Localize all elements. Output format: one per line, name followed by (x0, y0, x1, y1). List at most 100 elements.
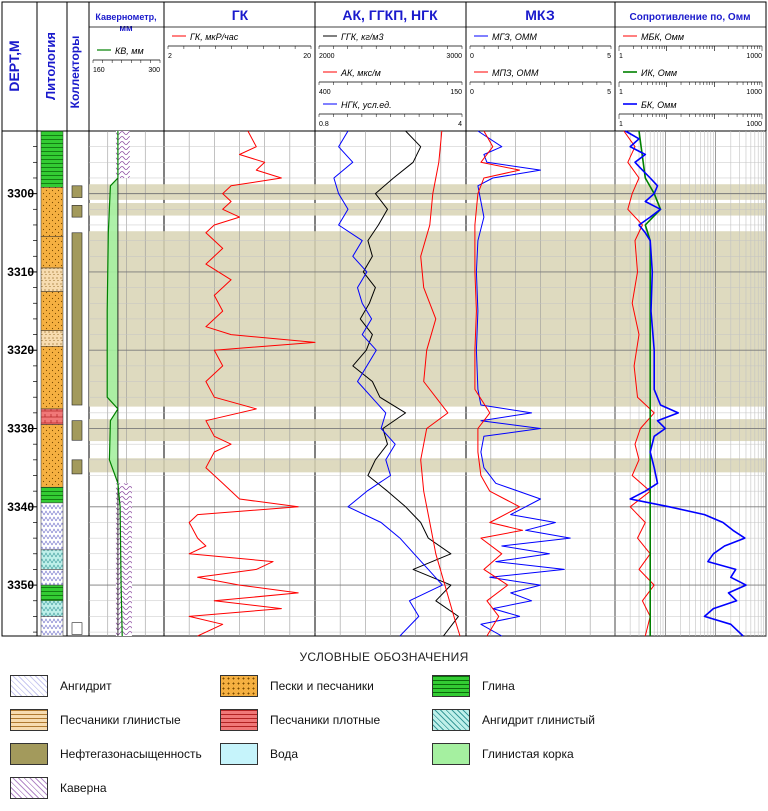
legend-item-oil: Нефтегазонасыщенность (10, 743, 202, 765)
curve-scale-min: 1 (619, 121, 623, 128)
legend-item-mudcake: Глинистая корка (432, 743, 574, 765)
curve-scale-max: 1000 (746, 121, 762, 128)
curve-header-label: МПЗ, ОММ (492, 68, 539, 78)
legend-swatch-oil (10, 743, 48, 765)
curve-header-label: ИК, Омм (641, 68, 677, 78)
depth-label: 3320 (7, 343, 34, 357)
legend-label: Каверна (60, 781, 107, 795)
series-mbk (623, 130, 655, 637)
track-headers: DEPT,M Литология Коллекторы Кавернометр,мм Г… (6, 7, 766, 128)
legend-swatch-anhydrite_clayey (432, 709, 470, 731)
collector-interval (71, 205, 83, 218)
legend-item-anhydrite_clayey: Ангидрит глинистый (432, 709, 595, 731)
curve-header-label: МБК, Омм (641, 32, 684, 42)
series-ggk (352, 130, 459, 637)
lith-layer-sand_clayey (40, 330, 64, 347)
curve-scale-min: 400 (319, 89, 331, 96)
lith-layer-sand_clayey (40, 267, 64, 292)
series-gk (188, 130, 316, 637)
curve-scale-min: 2 (168, 53, 172, 60)
curve-scale-min: 1 (619, 53, 623, 60)
lithology-track-title: Литология (43, 32, 58, 100)
lith-layer-anhydrite_clayey (40, 549, 64, 570)
curve-header-label: БК, Омм (641, 100, 677, 110)
depth-track-title: DEPT,M (6, 40, 22, 91)
resistivity-track-title: Сопротивление по, Омм (630, 12, 751, 23)
series-kv (106, 131, 123, 637)
legend-swatch-water (220, 743, 258, 765)
curve-scale-max: 1000 (746, 89, 762, 96)
legend-swatch-mudcake (432, 743, 470, 765)
series-ngk (333, 130, 443, 637)
curve-scale-min: 160 (93, 67, 105, 74)
lith-layer-anhydrite (40, 502, 64, 551)
legend-swatch-sand_dense (220, 709, 258, 731)
legend-label: Глина (482, 679, 515, 693)
legend-item-sand_dense: Песчаники плотные (220, 709, 380, 731)
legend-item-sand_clayey: Песчаники глинистые (10, 709, 181, 731)
curve-header-label: АК, мкс/м (340, 68, 381, 78)
collector-interval (71, 622, 83, 635)
legend-swatch-sand (220, 675, 258, 697)
ak-track-title: АК, ГГКП, НГК (342, 7, 438, 23)
collector-track-title: Коллекторы (68, 36, 82, 109)
legend-item-cavern: Каверна (10, 777, 107, 799)
oil-band (89, 419, 766, 442)
legend-label: Ангидрит (60, 679, 112, 693)
oil-band (89, 458, 766, 473)
lith-layer-sand (40, 346, 64, 410)
caliper-track-title: Кавернометр, (95, 12, 156, 22)
lith-layer-clay (40, 486, 64, 504)
lith-layer-clay (40, 130, 64, 188)
legend-label: Пески и песчаники (270, 679, 374, 693)
lith-layer-anhydrite (40, 569, 64, 586)
legend-label: Ангидрит глинистый (482, 713, 595, 727)
curve-scale-min: 2000 (319, 53, 335, 60)
legend-label: Нефтегазонасыщенность (60, 747, 202, 761)
curve-scale-min: 0 (470, 53, 474, 60)
collector-interval (71, 459, 83, 475)
collector-interval (71, 232, 83, 406)
legend-label: Вода (270, 747, 299, 761)
caliper-track-unit: мм (119, 23, 133, 33)
curve-scale-max: 20 (303, 53, 311, 60)
legend-item-water: Вода (220, 743, 298, 765)
series-ak (420, 130, 461, 637)
depth-label: 3350 (7, 578, 34, 592)
curve-scale-max: 5 (607, 89, 611, 96)
depth-label: 3340 (7, 500, 34, 514)
curve-scale-min: 0 (470, 89, 474, 96)
cavern-fill (115, 131, 130, 178)
depth-label: 3310 (7, 265, 34, 279)
legend-swatch-cavern (10, 777, 48, 799)
legend-swatch-sand_clayey (10, 709, 48, 731)
curve-scale-max: 300 (148, 67, 160, 74)
curve-header-label: КВ, мм (115, 46, 144, 56)
curve-header-label: ГК, мкР/час (190, 32, 239, 42)
lith-layer-clay (40, 584, 64, 602)
gk-track-title: ГК (232, 7, 249, 23)
legend-item-sand: Пески и песчаники (220, 675, 374, 697)
lith-layer-anhydrite_clayey (40, 600, 64, 617)
legend-label: Песчаники глинистые (60, 713, 181, 727)
lith-layer-sand (40, 424, 64, 488)
mkz-track-title: МКЗ (525, 7, 555, 23)
series-mpz (474, 130, 524, 637)
curve-scale-max: 150 (450, 89, 462, 96)
lith-layer-anhydrite (40, 616, 64, 637)
lith-layer-sand (40, 187, 64, 237)
curve-scale-max: 3000 (446, 53, 462, 60)
legend-title: УСЛОВНЫЕ ОБОЗНАЧЕНИЯ (299, 650, 469, 664)
legend: УСЛОВНЫЕ ОБОЗНАЧЕНИЯ Ангидрит Пески и пес… (0, 640, 768, 811)
depth-label: 3330 (7, 422, 34, 436)
legend-item-clay: Глина (432, 675, 515, 697)
track-bodies: 3300 3310 3320 3330 3340 3350 (7, 130, 767, 637)
oil-band (89, 184, 766, 200)
legend-swatch-anhydrite (10, 675, 48, 697)
legend-item-anhydrite: Ангидрит (10, 675, 112, 697)
curve-scale-max: 5 (607, 53, 611, 60)
collector-interval (71, 185, 83, 198)
curve-header-label: ГГК, кг/м3 (341, 32, 383, 42)
well-log-chart: DEPT,M Литология Коллекторы Кавернометр,мм Г… (1, 1, 767, 637)
lith-layer-sand (40, 291, 64, 331)
